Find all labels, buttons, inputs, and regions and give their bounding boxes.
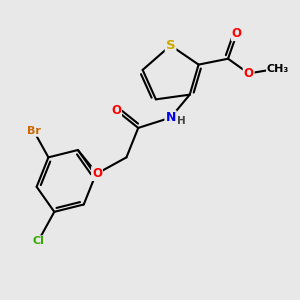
Text: O: O: [92, 167, 102, 180]
Text: O: O: [244, 67, 254, 80]
Text: CH₃: CH₃: [267, 64, 289, 74]
Text: Cl: Cl: [32, 236, 44, 246]
Text: N: N: [165, 111, 176, 124]
Text: O: O: [111, 104, 121, 117]
Text: S: S: [166, 39, 175, 52]
Text: H: H: [177, 116, 186, 126]
Text: O: O: [232, 27, 242, 40]
Text: Br: Br: [27, 126, 40, 136]
